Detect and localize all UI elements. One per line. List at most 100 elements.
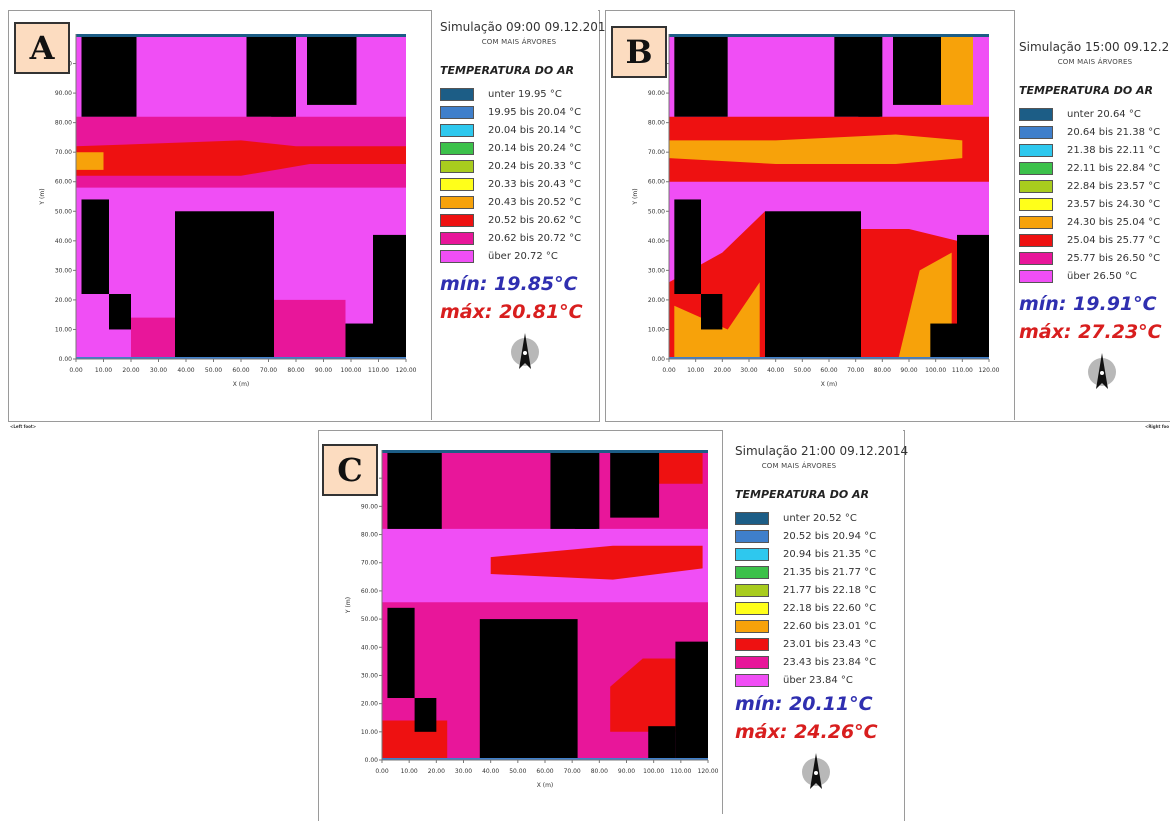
legend-swatch — [440, 195, 474, 209]
legend-label: unter 20.52 °C — [783, 512, 857, 524]
x-tick-label: 70.00 — [564, 768, 581, 775]
heatmap-zone — [76, 152, 104, 170]
x-axis-label: X (m) — [537, 782, 554, 789]
legend-swatch — [1019, 179, 1053, 193]
legend-label: unter 20.64 °C — [1067, 108, 1141, 120]
legend-swatch — [440, 249, 474, 263]
legend-item: 20.62 bis 20.72 °C — [440, 229, 598, 247]
north-arrow-icon — [735, 751, 903, 797]
panel-b-title: Simulação 15:00 09.12.2014 — [1019, 40, 1170, 54]
building-block — [109, 294, 131, 330]
legend-label: über 20.72 °C — [488, 250, 558, 262]
panel-c-min: mín: 20.11°C — [735, 693, 873, 715]
x-tick-label: 0.00 — [375, 768, 389, 775]
north-arrow-icon — [440, 331, 598, 377]
x-tick-label: 50.00 — [509, 768, 526, 775]
x-tick-label: 90.00 — [900, 367, 917, 374]
panel-a-min: mín: 19.85°C — [440, 273, 578, 295]
y-tick-label: 10.00 — [55, 326, 72, 333]
panel-a-map: 0.00 10.00 20.00 30.00 40.00 50.00 60.00 70.00 8… — [26, 30, 426, 405]
legend-swatch — [1019, 251, 1053, 265]
y-tick-label: 0.00 — [365, 757, 379, 764]
x-tick-label: 100.00 — [925, 367, 946, 374]
legend-item: 22.18 bis 22.60 °C — [735, 599, 903, 617]
panel-c-legend: Simulação 21:00 09.12.2014 COM MAIS ÁRVO… — [722, 430, 909, 814]
x-tick-label: 20.00 — [428, 768, 445, 775]
boundary-strip — [669, 34, 989, 37]
panel-a-title: Simulação 09:00 09.12.2014 — [440, 20, 614, 34]
legend-item: 25.04 bis 25.77 °C — [1019, 231, 1170, 249]
y-tick-label: 50.00 — [55, 208, 72, 215]
x-tick-label: 90.00 — [315, 367, 332, 374]
legend-swatch — [735, 583, 769, 597]
y-tick-label: 30.00 — [55, 267, 72, 274]
x-tick-label: 80.00 — [591, 768, 608, 775]
legend-swatch — [440, 231, 474, 245]
legend-item: 20.64 bis 21.38 °C — [1019, 123, 1170, 141]
y-tick-label: 80.00 — [55, 120, 72, 127]
x-tick-label: 10.00 — [95, 367, 112, 374]
right-footer: <Right foo — [1145, 424, 1170, 429]
legend-swatch — [735, 565, 769, 579]
building-block — [834, 34, 883, 117]
legend-swatch — [735, 637, 769, 651]
x-tick-label: 20.00 — [122, 367, 139, 374]
legend-label: 20.52 bis 20.62 °C — [488, 214, 582, 226]
legend-item: unter 20.64 °C — [1019, 105, 1170, 123]
legend-label: 20.94 bis 21.35 °C — [783, 548, 877, 560]
x-tick-label: 30.00 — [455, 768, 472, 775]
building-block — [387, 607, 415, 698]
legend-item: 20.94 bis 21.35 °C — [735, 545, 903, 563]
boundary-strip — [669, 357, 989, 359]
x-tick-label: 100.00 — [643, 768, 664, 775]
x-tick-label: 80.00 — [874, 367, 891, 374]
legend-label: 24.30 bis 25.04 °C — [1067, 216, 1161, 228]
building-block — [930, 323, 957, 359]
legend-item: 23.01 bis 23.43 °C — [735, 635, 903, 653]
y-tick-label: 20.00 — [55, 297, 72, 304]
building-block — [550, 450, 600, 529]
building-block — [81, 34, 137, 117]
building-block — [345, 323, 373, 359]
legend-label: 20.24 bis 20.33 °C — [488, 160, 582, 172]
heatmap-zone — [274, 299, 346, 359]
legend-item: 22.11 bis 22.84 °C — [1019, 159, 1170, 177]
panel-c-legend-title: TEMPERATURA DO AR — [735, 488, 870, 501]
y-tick-label: 80.00 — [648, 120, 665, 127]
legend-label: über 26.50 °C — [1067, 270, 1137, 282]
y-tick-label: 50.00 — [361, 616, 378, 623]
legend-label: 20.04 bis 20.14 °C — [488, 124, 582, 136]
heatmap-zone — [674, 282, 760, 359]
legend-label: über 23.84 °C — [783, 674, 853, 686]
building-block — [893, 34, 941, 105]
legend-swatch — [440, 105, 474, 119]
x-tick-label: 60.00 — [536, 768, 553, 775]
building-block — [307, 34, 357, 105]
legend-swatch — [735, 511, 769, 525]
x-tick-label: 40.00 — [177, 367, 194, 374]
legend-swatch — [735, 655, 769, 669]
legend-swatch — [440, 141, 474, 155]
y-tick-label: 80.00 — [361, 532, 378, 539]
legend-swatch — [1019, 269, 1053, 283]
north-arrow-icon — [1019, 351, 1170, 397]
panel-c-title: Simulação 21:00 09.12.2014 — [735, 444, 909, 458]
heatmap-zone — [610, 658, 676, 732]
panel-a-max: máx: 20.81°C — [440, 301, 583, 323]
legend-label: 25.77 bis 26.50 °C — [1067, 252, 1161, 264]
legend-swatch — [440, 159, 474, 173]
x-tick-label: 10.00 — [401, 768, 418, 775]
legend-label: 21.77 bis 22.18 °C — [783, 584, 877, 596]
x-tick-label: 40.00 — [482, 768, 499, 775]
legend-swatch — [1019, 215, 1053, 229]
x-tick-label: 110.00 — [368, 367, 389, 374]
legend-label: 20.62 bis 20.72 °C — [488, 232, 582, 244]
legend-item: unter 19.95 °C — [440, 85, 598, 103]
building-block — [765, 211, 861, 359]
building-block — [387, 450, 442, 529]
boundary-strip — [382, 758, 708, 760]
panel-b-legend: Simulação 15:00 09.12.2014 COM MAIS ÁRVO… — [1014, 10, 1170, 420]
legend-item: über 23.84 °C — [735, 671, 903, 689]
legend-label: 22.60 bis 23.01 °C — [783, 620, 877, 632]
legend-item: 24.30 bis 25.04 °C — [1019, 213, 1170, 231]
